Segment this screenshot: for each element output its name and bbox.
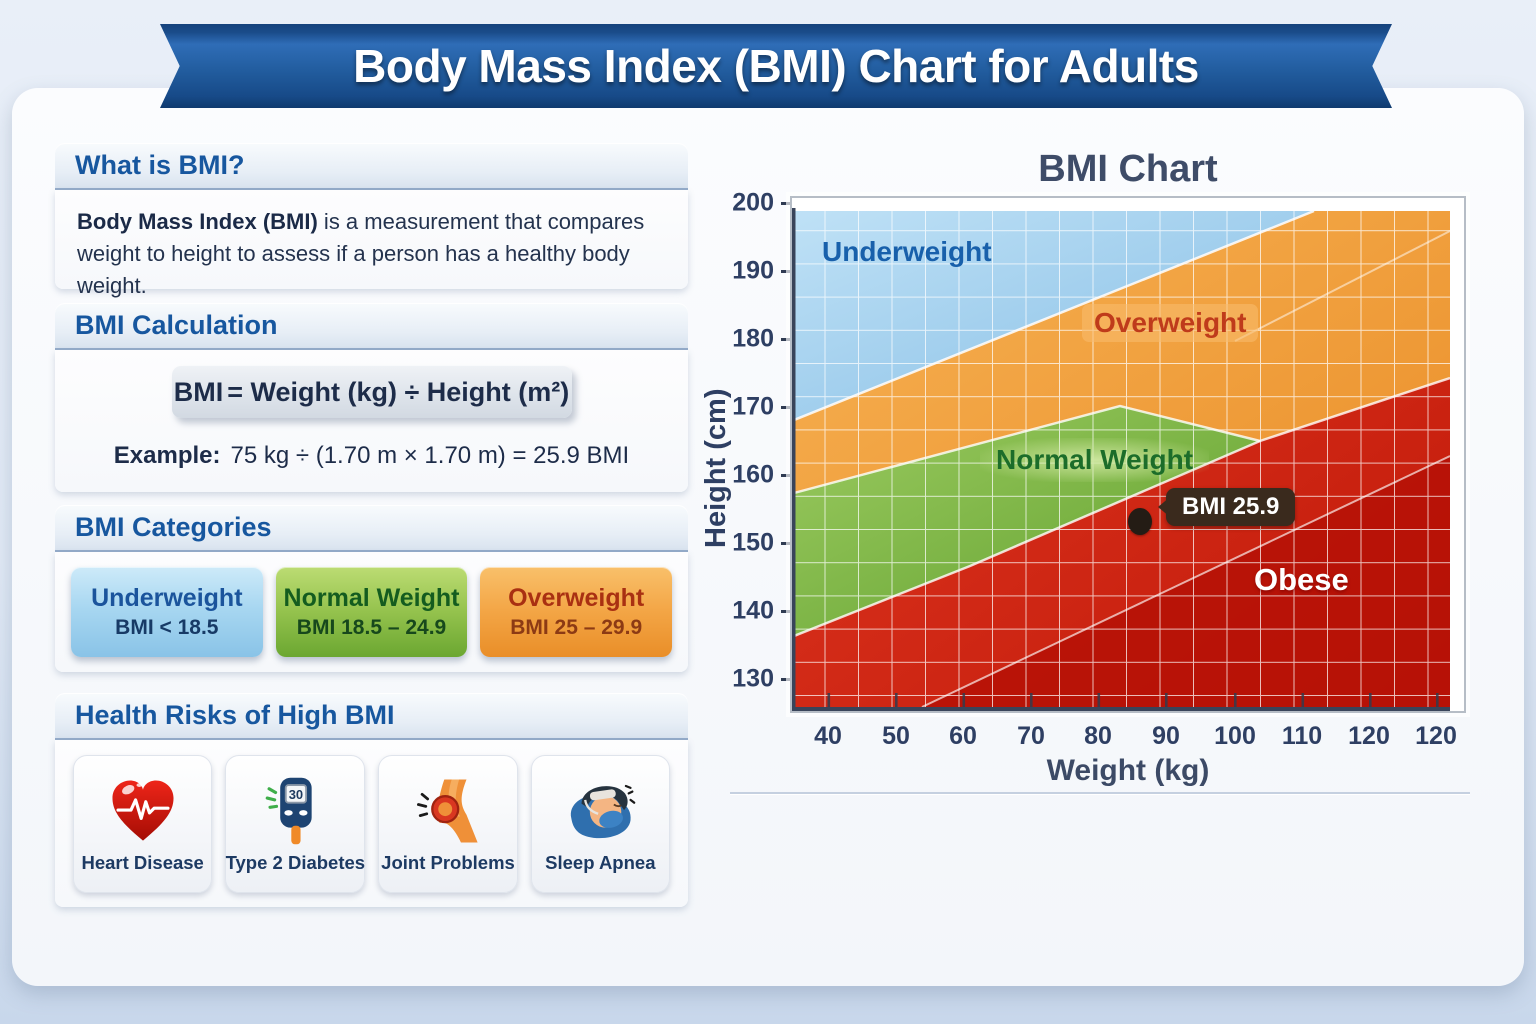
section-body: Body Mass Index (BMI) is a measurement t… — [55, 190, 688, 298]
knee-joint-icon — [416, 779, 478, 843]
x-tick-label: 110 — [1281, 722, 1323, 750]
example-label: Example: — [113, 442, 221, 469]
section-bmi-categories: BMI Categories Underweight BMI < 18.5 No… — [55, 505, 688, 672]
divider — [730, 792, 1470, 794]
x-tick-label: 120 — [1348, 722, 1390, 750]
y-tick-label: 200 — [732, 188, 774, 217]
section-header: BMI Categories — [55, 505, 688, 552]
underweight-region-label: Underweight — [822, 236, 992, 267]
section-bmi-calculation: BMI Calculation BMI = Weight (kg) ÷ Heig… — [55, 303, 688, 492]
x-tick-label: 100 — [1214, 722, 1256, 750]
y-tick-mark — [781, 406, 791, 409]
example-value: 75 kg ÷ (1.70 m × 1.70 m) = 25.9 BMI — [230, 442, 630, 469]
risk-label: Joint Problems — [381, 852, 515, 873]
y-tick-mark — [781, 542, 791, 545]
section-body: Underweight BMI < 18.5 Normal Weight BMI… — [55, 552, 688, 672]
bmi-definition-text: Body Mass Index (BMI) is a measurement t… — [77, 206, 666, 302]
glucose-meter-icon: 30 — [266, 777, 312, 845]
section-heading: BMI Calculation — [75, 310, 278, 340]
category-name: Overweight — [508, 584, 645, 612]
heart-ecg-icon — [112, 780, 174, 841]
chart-title: BMI Chart — [1038, 148, 1218, 190]
y-tick-mark — [781, 338, 791, 341]
section-heading: BMI Categories — [75, 512, 272, 542]
category-name: Normal Weight — [283, 584, 460, 612]
page-title: Body Mass Index (BMI) Chart for Adults — [353, 40, 1199, 92]
section-health-risks: Health Risks of High BMI Heart Disease — [55, 693, 688, 907]
section-heading: What is BMI? — [75, 150, 245, 180]
bmi-example: Example: 75 kg ÷ (1.70 m × 1.70 m) = 25.9… — [55, 442, 688, 470]
x-tick-label: 50 — [882, 722, 910, 750]
formula-term: BMI — [173, 376, 224, 407]
section-header: Health Risks of High BMI — [55, 693, 688, 740]
bmi-formula: BMI = Weight (kg) ÷ Height (m²) — [171, 366, 572, 418]
y-tick-mark — [781, 610, 791, 613]
risk-label: Sleep Apnea — [545, 852, 656, 873]
risk-card-joint-problems: Joint Problems — [378, 755, 518, 893]
x-tick-label: 120 — [1415, 722, 1457, 750]
x-tick-label: 70 — [1017, 722, 1045, 750]
bmi-term: Body Mass Index (BMI) — [77, 209, 318, 234]
sleep-mask-icon — [571, 784, 636, 839]
category-card-overweight: Overweight BMI 25 – 29.9 — [480, 567, 673, 657]
y-tick-label: 170 — [732, 392, 774, 421]
risk-label: Heart Disease — [81, 852, 204, 873]
y-tick-mark — [781, 678, 791, 681]
category-card-normal-weight: Normal Weight BMI 18.5 – 24.9 — [275, 567, 468, 657]
bmi-chart-plot-area: Underweight Overweight Normal Weight Obe… — [790, 196, 1466, 713]
y-tick-label: 190 — [732, 256, 774, 285]
y-tick-label: 160 — [732, 460, 774, 489]
category-range: BMI < 18.5 — [115, 616, 219, 639]
overweight-region-label: Overweight — [1082, 304, 1259, 342]
risk-card-sleep-apnea: Sleep Apnea — [530, 755, 670, 893]
y-tick-label: 180 — [732, 324, 774, 353]
x-axis-label: Weight (kg) — [1046, 754, 1210, 787]
normal-weight-region-label: Normal Weight — [980, 438, 1210, 482]
x-tick-label: 40 — [814, 722, 842, 750]
category-name: Underweight — [91, 584, 243, 612]
risk-card-type-2-diabetes: 30 Type 2 Diabetes — [225, 755, 366, 893]
meter-reading: 30 — [289, 787, 303, 802]
y-tick-mark — [781, 474, 791, 477]
y-tick-label: 150 — [732, 528, 774, 557]
x-tick-marks — [827, 693, 1439, 707]
title-banner: Body Mass Index (BMI) Chart for Adults — [160, 24, 1392, 108]
obese-region-label: Obese — [1254, 562, 1349, 597]
x-tick-label: 80 — [1084, 722, 1112, 750]
x-axis-line — [792, 707, 1450, 711]
x-tick-label: 60 — [949, 722, 977, 750]
category-range: BMI 25 – 29.9 — [510, 616, 643, 639]
category-range: BMI 18.5 – 24.9 — [296, 616, 447, 639]
x-tick-label: 90 — [1152, 722, 1180, 750]
y-tick-label: 130 — [732, 664, 774, 693]
category-card-underweight: Underweight BMI < 18.5 — [71, 567, 263, 657]
section-what-is-bmi: What is BMI? Body Mass Index (BMI) is a … — [55, 143, 688, 298]
section-body: Heart Disease 30 Type 2 Diabetes — [55, 740, 688, 907]
section-header: BMI Calculation — [55, 303, 688, 350]
y-tick-label: 140 — [732, 596, 774, 625]
formula-rest: = Weight (kg) ÷ Height (m²) — [227, 376, 570, 407]
y-tick-mark — [781, 202, 791, 205]
section-header: What is BMI? — [55, 143, 688, 190]
y-axis-line — [792, 208, 796, 711]
risk-label: Type 2 Diabetes — [225, 852, 366, 873]
bmi-callout: BMI 25.9 — [1166, 488, 1296, 526]
section-body: BMI = Weight (kg) ÷ Height (m²) Example:… — [55, 350, 688, 492]
risk-card-heart-disease: Heart Disease — [73, 755, 213, 893]
bmi-definition: is a measurement that compares weight to… — [77, 209, 645, 298]
section-heading: Health Risks of High BMI — [75, 700, 395, 730]
y-tick-mark — [781, 270, 791, 273]
ribbon-band — [160, 24, 1392, 108]
